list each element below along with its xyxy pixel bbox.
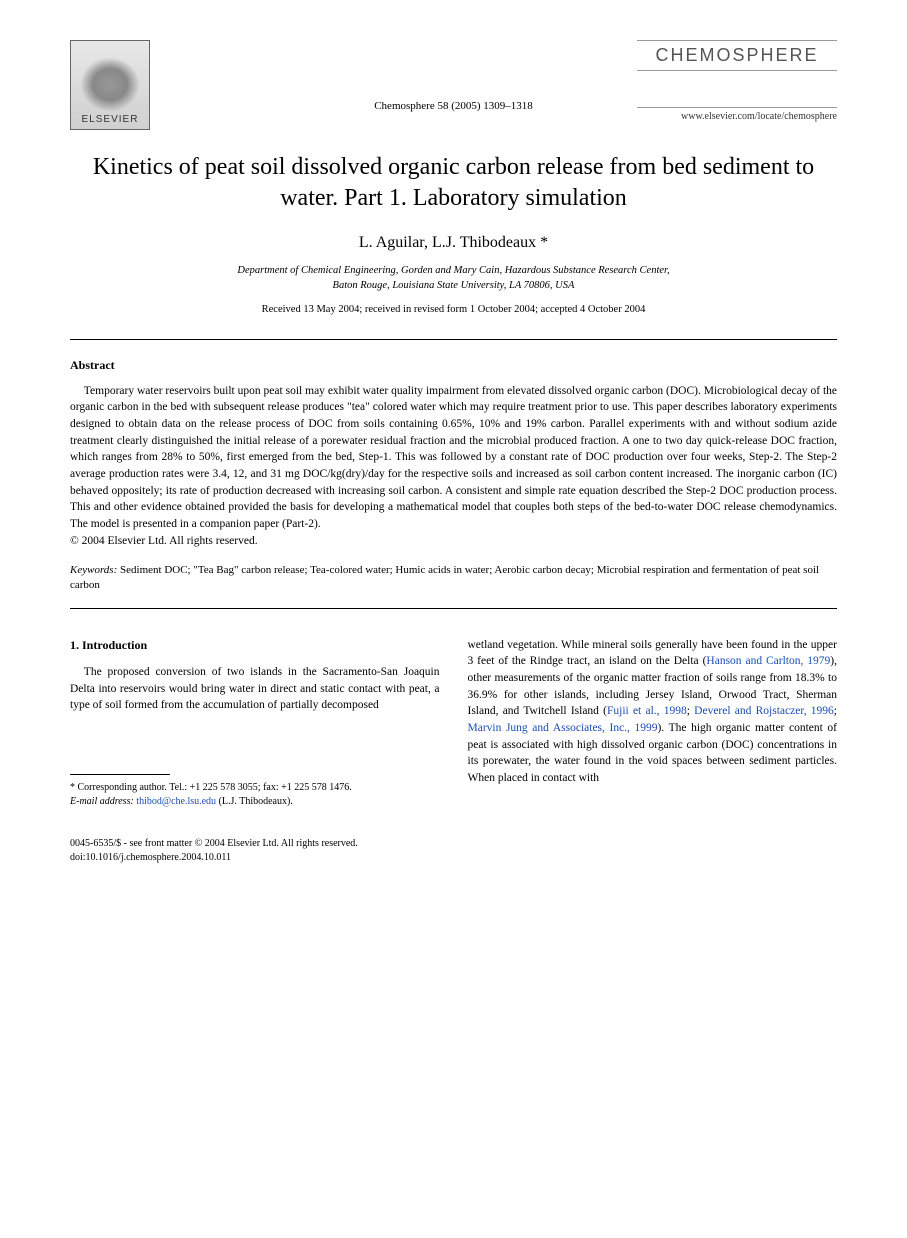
keywords-block: Keywords: Sediment DOC; "Tea Bag" carbon… (70, 563, 837, 594)
abstract-heading: Abstract (70, 358, 837, 373)
journal-brand-name: CHEMOSPHERE (637, 40, 837, 71)
footnote-rule (70, 774, 170, 775)
affiliation-line-2: Baton Rouge, Louisiana State University,… (333, 280, 575, 291)
keywords-text: Sediment DOC; "Tea Bag" carbon release; … (70, 564, 819, 591)
rule-below-keywords (70, 608, 837, 609)
body-columns: 1. Introduction The proposed conversion … (70, 637, 837, 809)
section-heading-introduction: 1. Introduction (70, 637, 440, 654)
footnote-email-label: E-mail address: (70, 796, 134, 807)
ref-fujii-1998[interactable]: Fujii et al., 1998 (607, 705, 687, 717)
footer-meta: 0045-6535/$ - see front matter © 2004 El… (70, 837, 837, 865)
intro-para-left: The proposed conversion of two islands i… (70, 664, 440, 714)
intro-para-right: wetland vegetation. While mineral soils … (468, 637, 838, 787)
journal-url: www.elsevier.com/locate/chemosphere (637, 107, 837, 122)
footer-doi: doi:10.1016/j.chemosphere.2004.10.011 (70, 852, 231, 863)
journal-brand-block: CHEMOSPHERE www.elsevier.com/locate/chem… (637, 40, 837, 122)
article-dates: Received 13 May 2004; received in revise… (70, 304, 837, 315)
abstract-body: Temporary water reservoirs built upon pe… (70, 383, 837, 533)
rule-above-abstract (70, 339, 837, 340)
footnote-email-link[interactable]: thibod@che.lsu.edu (136, 796, 216, 807)
ref-marvin-jung-1999[interactable]: Marvin Jung and Associates, Inc., 1999 (468, 722, 658, 734)
header-row: ELSEVIER CHEMOSPHERE www.elsevier.com/lo… (70, 40, 837, 130)
footnote-email-paren: (L.J. Thibodeaux). (216, 796, 293, 807)
ref-deverel-rojstaczer-1996[interactable]: Deverel and Rojstaczer, 1996 (694, 705, 834, 717)
corresponding-author-footnote: * Corresponding author. Tel.: +1 225 578… (70, 781, 440, 809)
ref-hanson-carlton-1979[interactable]: Hanson and Carlton, 1979 (706, 655, 830, 667)
copyright-line: © 2004 Elsevier Ltd. All rights reserved… (70, 535, 837, 547)
publisher-logo: ELSEVIER (70, 40, 150, 130)
article-title: Kinetics of peat soil dissolved organic … (70, 152, 837, 214)
elsevier-tree-icon (80, 57, 140, 112)
authors: L. Aguilar, L.J. Thibodeaux * (70, 234, 837, 252)
publisher-name: ELSEVIER (82, 114, 139, 125)
intro-r-s2: ; (834, 705, 837, 717)
abstract-section: Abstract Temporary water reservoirs buil… (70, 358, 837, 547)
footnote-corr: * Corresponding author. Tel.: +1 225 578… (70, 782, 352, 793)
footer-front-matter: 0045-6535/$ - see front matter © 2004 El… (70, 838, 358, 849)
body-column-right: wetland vegetation. While mineral soils … (468, 637, 838, 809)
affiliation-line-1: Department of Chemical Engineering, Gord… (237, 265, 669, 276)
keywords-label: Keywords: (70, 564, 117, 576)
body-column-left: 1. Introduction The proposed conversion … (70, 637, 440, 809)
affiliation: Department of Chemical Engineering, Gord… (70, 264, 837, 293)
